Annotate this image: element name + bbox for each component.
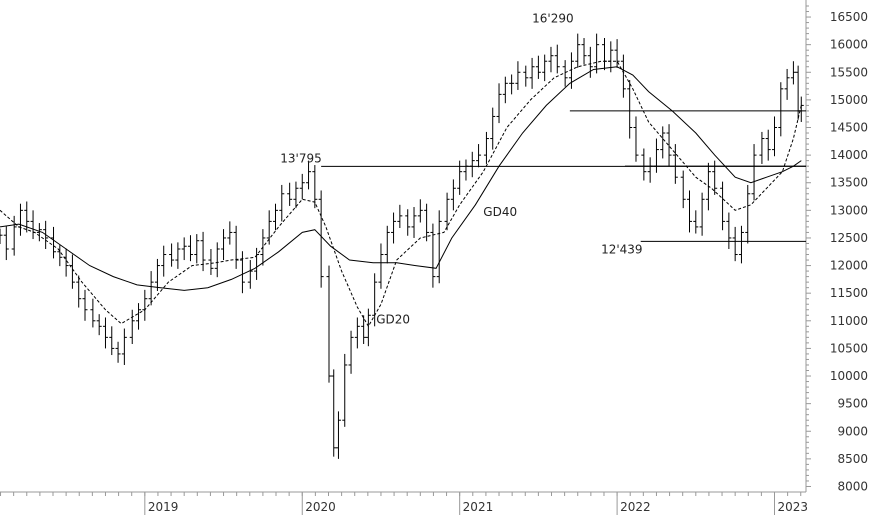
series-line-gd20 <box>0 60 802 328</box>
annotations: 13'795 16'290 12'439 GD20 GD40 <box>280 12 642 327</box>
y-tick-label: 14000 <box>830 148 868 162</box>
y-tick-label: 8500 <box>837 452 868 466</box>
y-tick-label: 12000 <box>830 259 868 273</box>
series-line-gd40 <box>0 66 802 291</box>
y-tick-label: 16000 <box>830 38 868 52</box>
y-tick-label: 12500 <box>830 231 868 245</box>
chart-frame <box>0 0 807 493</box>
horizontal-levels <box>321 110 806 242</box>
y-tick-label: 15000 <box>830 93 868 107</box>
annotation-label: GD40 <box>483 205 517 219</box>
y-tick-label: 10500 <box>830 341 868 355</box>
x-tick-label: 2021 <box>463 500 494 514</box>
annotation-label: 16'290 <box>532 12 573 26</box>
x-tick-label: 2022 <box>620 500 651 514</box>
y-tick-label: 11000 <box>830 314 868 328</box>
y-tick-label: 16500 <box>830 10 868 24</box>
y-tick-label: 14500 <box>830 121 868 135</box>
x-tick-label: 2020 <box>305 500 336 514</box>
y-tick-label: 10000 <box>830 369 868 383</box>
annotation-label: GD20 <box>376 313 410 327</box>
y-tick-label: 9000 <box>837 424 868 438</box>
x-axis: 2019 2020 2021 2022 2023 <box>0 492 809 515</box>
y-tick-label: 15500 <box>830 65 868 79</box>
y-tick-label: 11500 <box>830 286 868 300</box>
y-tick-label: 9500 <box>837 397 868 411</box>
x-tick-label: 2023 <box>778 500 809 514</box>
annotation-label: 13'795 <box>280 151 321 165</box>
y-axis: 8000 8500 9000 9500 10000 10500 11000 11500 1200… <box>806 5 868 493</box>
y-tick-label: 8000 <box>837 479 868 493</box>
y-tick-label: 13500 <box>830 176 868 190</box>
x-tick-label: 2019 <box>148 500 179 514</box>
annotation-label: 12'439 <box>601 242 642 256</box>
y-tick-label: 13000 <box>830 203 868 217</box>
ohlc-bars <box>0 33 804 459</box>
moving-averages <box>0 60 802 328</box>
